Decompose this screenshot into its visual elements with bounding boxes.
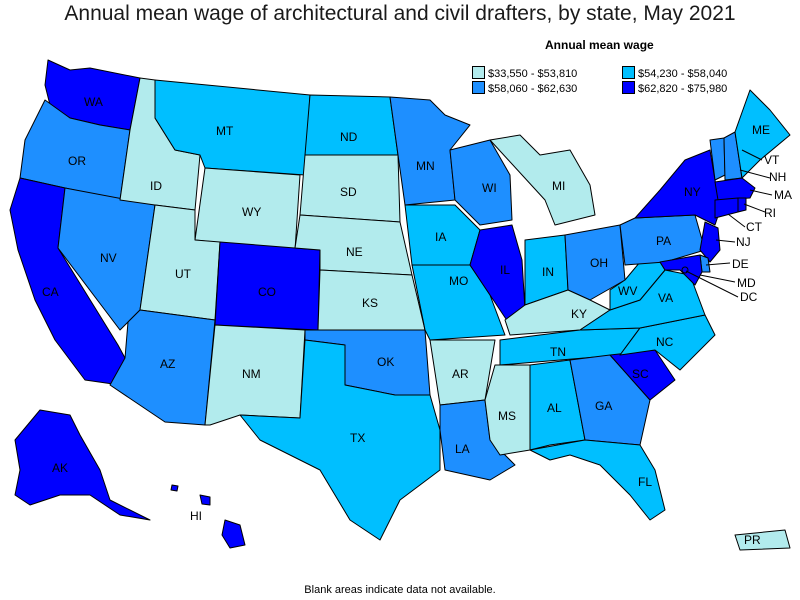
state-label-or: OR	[68, 154, 86, 168]
state-label-ms: MS	[498, 409, 516, 423]
state-hi-island[interactable]	[170, 484, 179, 492]
state-label-nc: NC	[656, 335, 674, 349]
state-label-id: ID	[150, 179, 162, 193]
legend-swatch	[472, 81, 485, 94]
state-label-ne: NE	[346, 245, 363, 259]
legend-swatch	[622, 81, 635, 94]
state-ak[interactable]	[14, 409, 151, 521]
state-label-ri: RI	[764, 206, 776, 220]
state-label-va: VA	[658, 291, 673, 305]
state-label-ia: IA	[435, 230, 446, 244]
state-label-wa: WA	[84, 95, 103, 109]
state-label-ar: AR	[452, 367, 469, 381]
legend-label: $33,550 - $53,810	[488, 68, 578, 80]
state-label-wi: WI	[482, 181, 497, 195]
state-label-wv: WV	[618, 284, 637, 298]
state-label-ak: AK	[52, 461, 68, 475]
state-ct[interactable]	[714, 197, 739, 219]
state-label-mi: MI	[552, 179, 565, 193]
state-label-ca: CA	[42, 285, 59, 299]
state-nd[interactable]	[304, 94, 399, 156]
state-label-fl: FL	[638, 475, 652, 489]
state-label-ga: GA	[595, 399, 612, 413]
state-pr[interactable]	[734, 529, 791, 551]
state-label-mt: MT	[216, 124, 234, 138]
legend-item: $54,230 - $58,040	[622, 66, 727, 80]
legend-label: $54,230 - $58,040	[638, 68, 728, 80]
state-ri[interactable]	[737, 197, 747, 213]
state-ny[interactable]	[634, 149, 721, 226]
state-label-nm: NM	[242, 367, 261, 381]
state-label-sc: SC	[632, 367, 649, 381]
state-label-nh: NH	[769, 170, 786, 184]
leader-line	[749, 189, 773, 196]
state-label-oh: OH	[590, 256, 608, 270]
state-label-ct: CT	[746, 220, 763, 234]
state-label-ma: MA	[774, 188, 792, 202]
state-label-ok: OK	[377, 355, 394, 369]
state-label-tn: TN	[550, 345, 566, 359]
state-hi-island[interactable]	[199, 494, 211, 506]
leader-line	[685, 270, 739, 298]
state-label-me: ME	[752, 123, 770, 137]
legend-item: $58,060 - $62,630	[472, 81, 577, 95]
state-hi[interactable]	[221, 519, 246, 549]
state-label-il: IL	[500, 263, 510, 277]
state-label-ut: UT	[175, 267, 192, 281]
state-label-hi: HI	[190, 509, 202, 523]
legend-item: $33,550 - $53,810	[472, 66, 577, 80]
state-label-md: MD	[737, 276, 756, 290]
state-label-ks: KS	[362, 296, 378, 310]
leader-line	[699, 274, 736, 283]
state-label-dc: DC	[740, 290, 758, 304]
map-title: Annual mean wage of architectural and ci…	[64, 2, 736, 25]
state-label-wy: WY	[242, 205, 261, 219]
state-label-la: LA	[455, 442, 470, 456]
state-label-tx: TX	[350, 431, 365, 445]
state-label-pa: PA	[656, 234, 671, 248]
state-label-sd: SD	[340, 185, 357, 199]
state-label-nd: ND	[340, 130, 358, 144]
state-label-pr: PR	[744, 533, 761, 547]
state-label-co: CO	[258, 285, 276, 299]
legend-swatch	[472, 66, 485, 79]
state-label-de: DE	[732, 257, 749, 271]
state-label-nj: NJ	[736, 235, 751, 249]
state-label-az: AZ	[160, 357, 175, 371]
state-al[interactable]	[529, 359, 586, 451]
legend-item: $62,820 - $75,980	[622, 81, 727, 95]
state-oh[interactable]	[564, 224, 626, 301]
state-label-vt: VT	[764, 153, 780, 167]
state-ma[interactable]	[714, 177, 756, 201]
state-label-in: IN	[542, 265, 554, 279]
legend-title: Annual mean wage	[545, 38, 654, 52]
state-label-al: AL	[547, 401, 562, 415]
leader-line	[705, 262, 731, 266]
footnote: Blank areas indicate data not available.	[304, 584, 496, 596]
leader-line	[727, 213, 746, 228]
state-nj[interactable]	[699, 221, 721, 263]
state-tx[interactable]	[239, 339, 441, 541]
legend-swatch	[622, 66, 635, 79]
state-label-mn: MN	[416, 159, 435, 173]
leader-line	[739, 169, 771, 179]
state-label-nv: NV	[100, 251, 117, 265]
state-fl[interactable]	[529, 439, 666, 521]
leader-line	[741, 149, 763, 161]
state-label-ky: KY	[571, 307, 587, 321]
legend-label: $58,060 - $62,630	[488, 83, 578, 95]
state-ky[interactable]	[504, 289, 611, 336]
state-mi[interactable]	[489, 134, 596, 226]
leader-line	[715, 239, 736, 243]
state-label-mo: MO	[449, 274, 468, 288]
state-label-ny: NY	[684, 185, 701, 199]
legend-label: $62,820 - $75,980	[638, 83, 728, 95]
leader-line	[743, 203, 766, 213]
state-md[interactable]	[659, 254, 703, 286]
